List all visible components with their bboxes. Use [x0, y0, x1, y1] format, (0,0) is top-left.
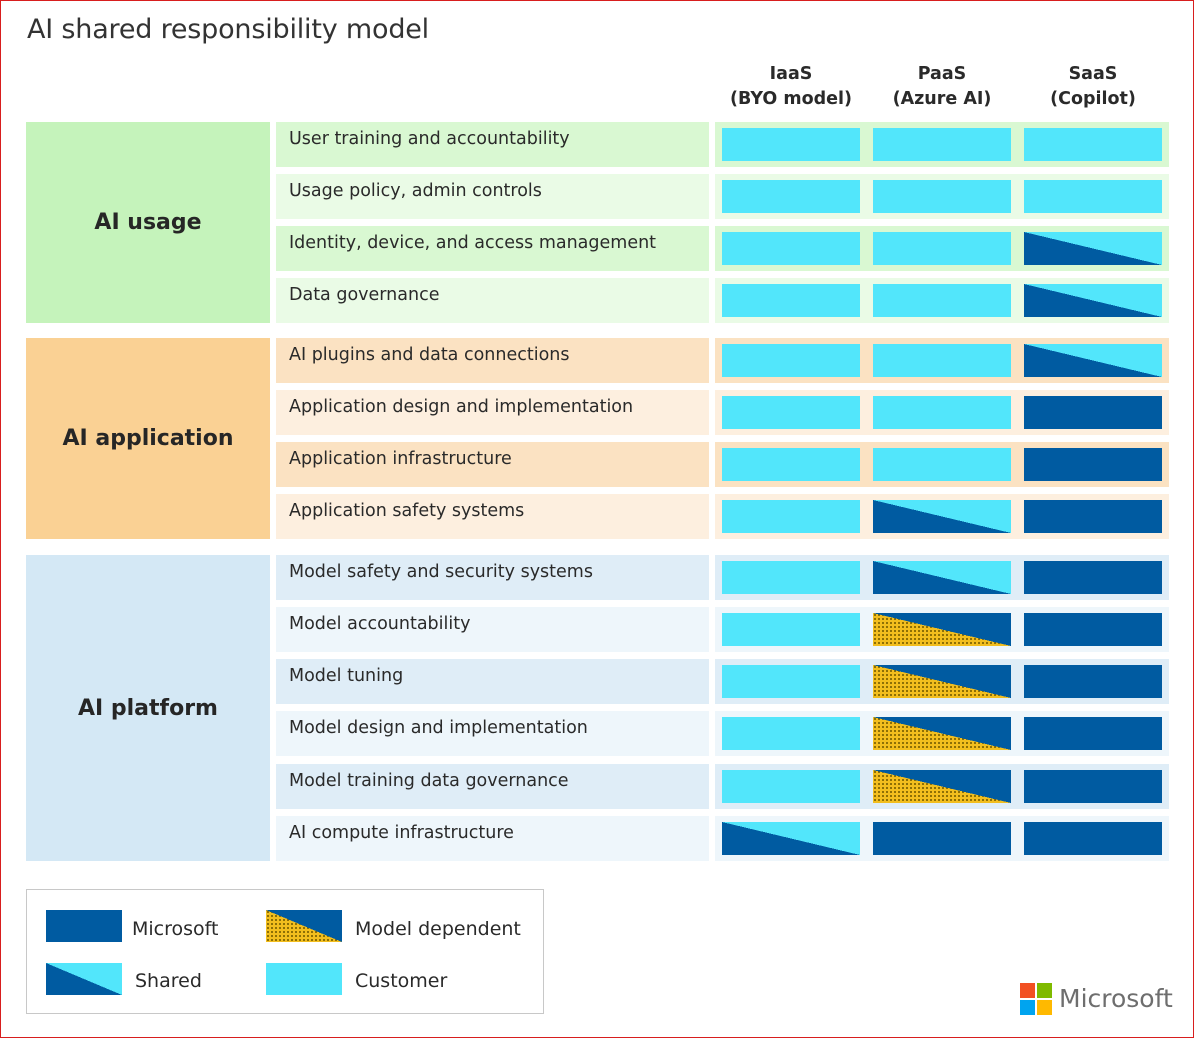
legend-label-model-dependent: Model dependent [355, 918, 521, 940]
cell-customer [722, 232, 860, 265]
section-label: AI platform [78, 695, 218, 721]
cell-customer [722, 180, 860, 213]
cell-model-dependent [873, 613, 1011, 646]
legend-swatch-model-dependent [266, 910, 342, 942]
logo-square-yellow [1037, 1000, 1052, 1015]
legend-label-microsoft: Microsoft [132, 918, 219, 940]
row-label: Application infrastructure [276, 442, 709, 487]
legend-label-shared: Shared [135, 970, 202, 992]
cell-model-dependent [873, 665, 1011, 698]
cell-microsoft [1024, 717, 1162, 750]
section-label: AI application [62, 426, 234, 451]
cell-customer [873, 344, 1011, 377]
cell-customer [722, 717, 860, 750]
cell-shared [873, 561, 1011, 594]
cell-customer [722, 665, 860, 698]
section-ai-usage: AI usage [26, 122, 270, 323]
cell-customer [722, 448, 860, 481]
column-header-saas-title: SaaS [1068, 64, 1118, 84]
cell-microsoft [1024, 448, 1162, 481]
column-header-iaas-title: IaaS [769, 64, 813, 84]
section-ai-application: AI application [26, 338, 270, 539]
row-label: Model training data governance [276, 764, 709, 809]
cell-model-dependent [873, 717, 1011, 750]
column-header-saas-subtitle: (Copilot) [1050, 89, 1136, 109]
row-label: AI compute infrastructure [276, 816, 709, 861]
cell-customer [722, 500, 860, 533]
cell-microsoft [873, 822, 1011, 855]
logo-square-green [1037, 983, 1052, 998]
cell-microsoft [1024, 396, 1162, 429]
row-label: Identity, device, and access management [276, 226, 709, 271]
column-header-paas: PaaS (Azure AI) [872, 62, 1012, 112]
row-label: Model tuning [276, 659, 709, 704]
page-title: AI shared responsibility model [27, 14, 429, 45]
cell-shared [1024, 232, 1162, 265]
column-header-saas: SaaS (Copilot) [1023, 62, 1163, 112]
cell-customer [873, 448, 1011, 481]
logo-square-red [1020, 983, 1035, 998]
cell-microsoft [1024, 613, 1162, 646]
cell-customer [722, 284, 860, 317]
row-label: Usage policy, admin controls [276, 174, 709, 219]
logo-square-blue [1020, 1000, 1035, 1015]
cell-shared [1024, 284, 1162, 317]
column-header-paas-subtitle: (Azure AI) [892, 89, 992, 109]
cell-customer [873, 284, 1011, 317]
cell-customer [722, 561, 860, 594]
cell-microsoft [1024, 822, 1162, 855]
row-label: Model design and implementation [276, 711, 709, 756]
legend: Microsoft Model dependent Shared Custome… [26, 889, 544, 1014]
cell-microsoft [1024, 500, 1162, 533]
legend-label-customer: Customer [355, 970, 448, 992]
cell-customer [722, 396, 860, 429]
cell-customer [1024, 180, 1162, 213]
microsoft-logo-icon [1020, 983, 1053, 1016]
section-ai-platform: AI platform [26, 555, 270, 861]
legend-swatch-shared [46, 963, 122, 995]
column-header-iaas: IaaS (BYO model) [721, 62, 861, 112]
cell-customer [722, 613, 860, 646]
column-header-paas-title: PaaS [917, 64, 967, 84]
cell-customer [722, 770, 860, 803]
cell-customer [722, 128, 860, 161]
cell-microsoft [1024, 770, 1162, 803]
cell-microsoft [1024, 665, 1162, 698]
cell-customer [873, 396, 1011, 429]
section-label: AI usage [94, 210, 202, 235]
row-label: Application safety systems [276, 494, 709, 539]
cell-customer [873, 232, 1011, 265]
legend-swatch-microsoft [46, 910, 122, 942]
column-header-iaas-subtitle: (BYO model) [729, 89, 853, 109]
cell-customer [1024, 128, 1162, 161]
row-label: Data governance [276, 278, 709, 323]
microsoft-brand-name: Microsoft [1059, 984, 1173, 1013]
row-label: Application design and implementation [276, 390, 709, 435]
cell-customer [873, 180, 1011, 213]
cell-microsoft [1024, 561, 1162, 594]
cell-customer [873, 128, 1011, 161]
row-label: AI plugins and data connections [276, 338, 709, 383]
cell-shared [722, 822, 860, 855]
row-label: Model safety and security systems [276, 555, 709, 600]
cell-shared [1024, 344, 1162, 377]
cell-customer [722, 344, 860, 377]
row-label: Model accountability [276, 607, 709, 652]
legend-swatch-customer [266, 963, 342, 995]
row-label: User training and accountability [276, 122, 709, 167]
cell-model-dependent [873, 770, 1011, 803]
cell-shared [873, 500, 1011, 533]
